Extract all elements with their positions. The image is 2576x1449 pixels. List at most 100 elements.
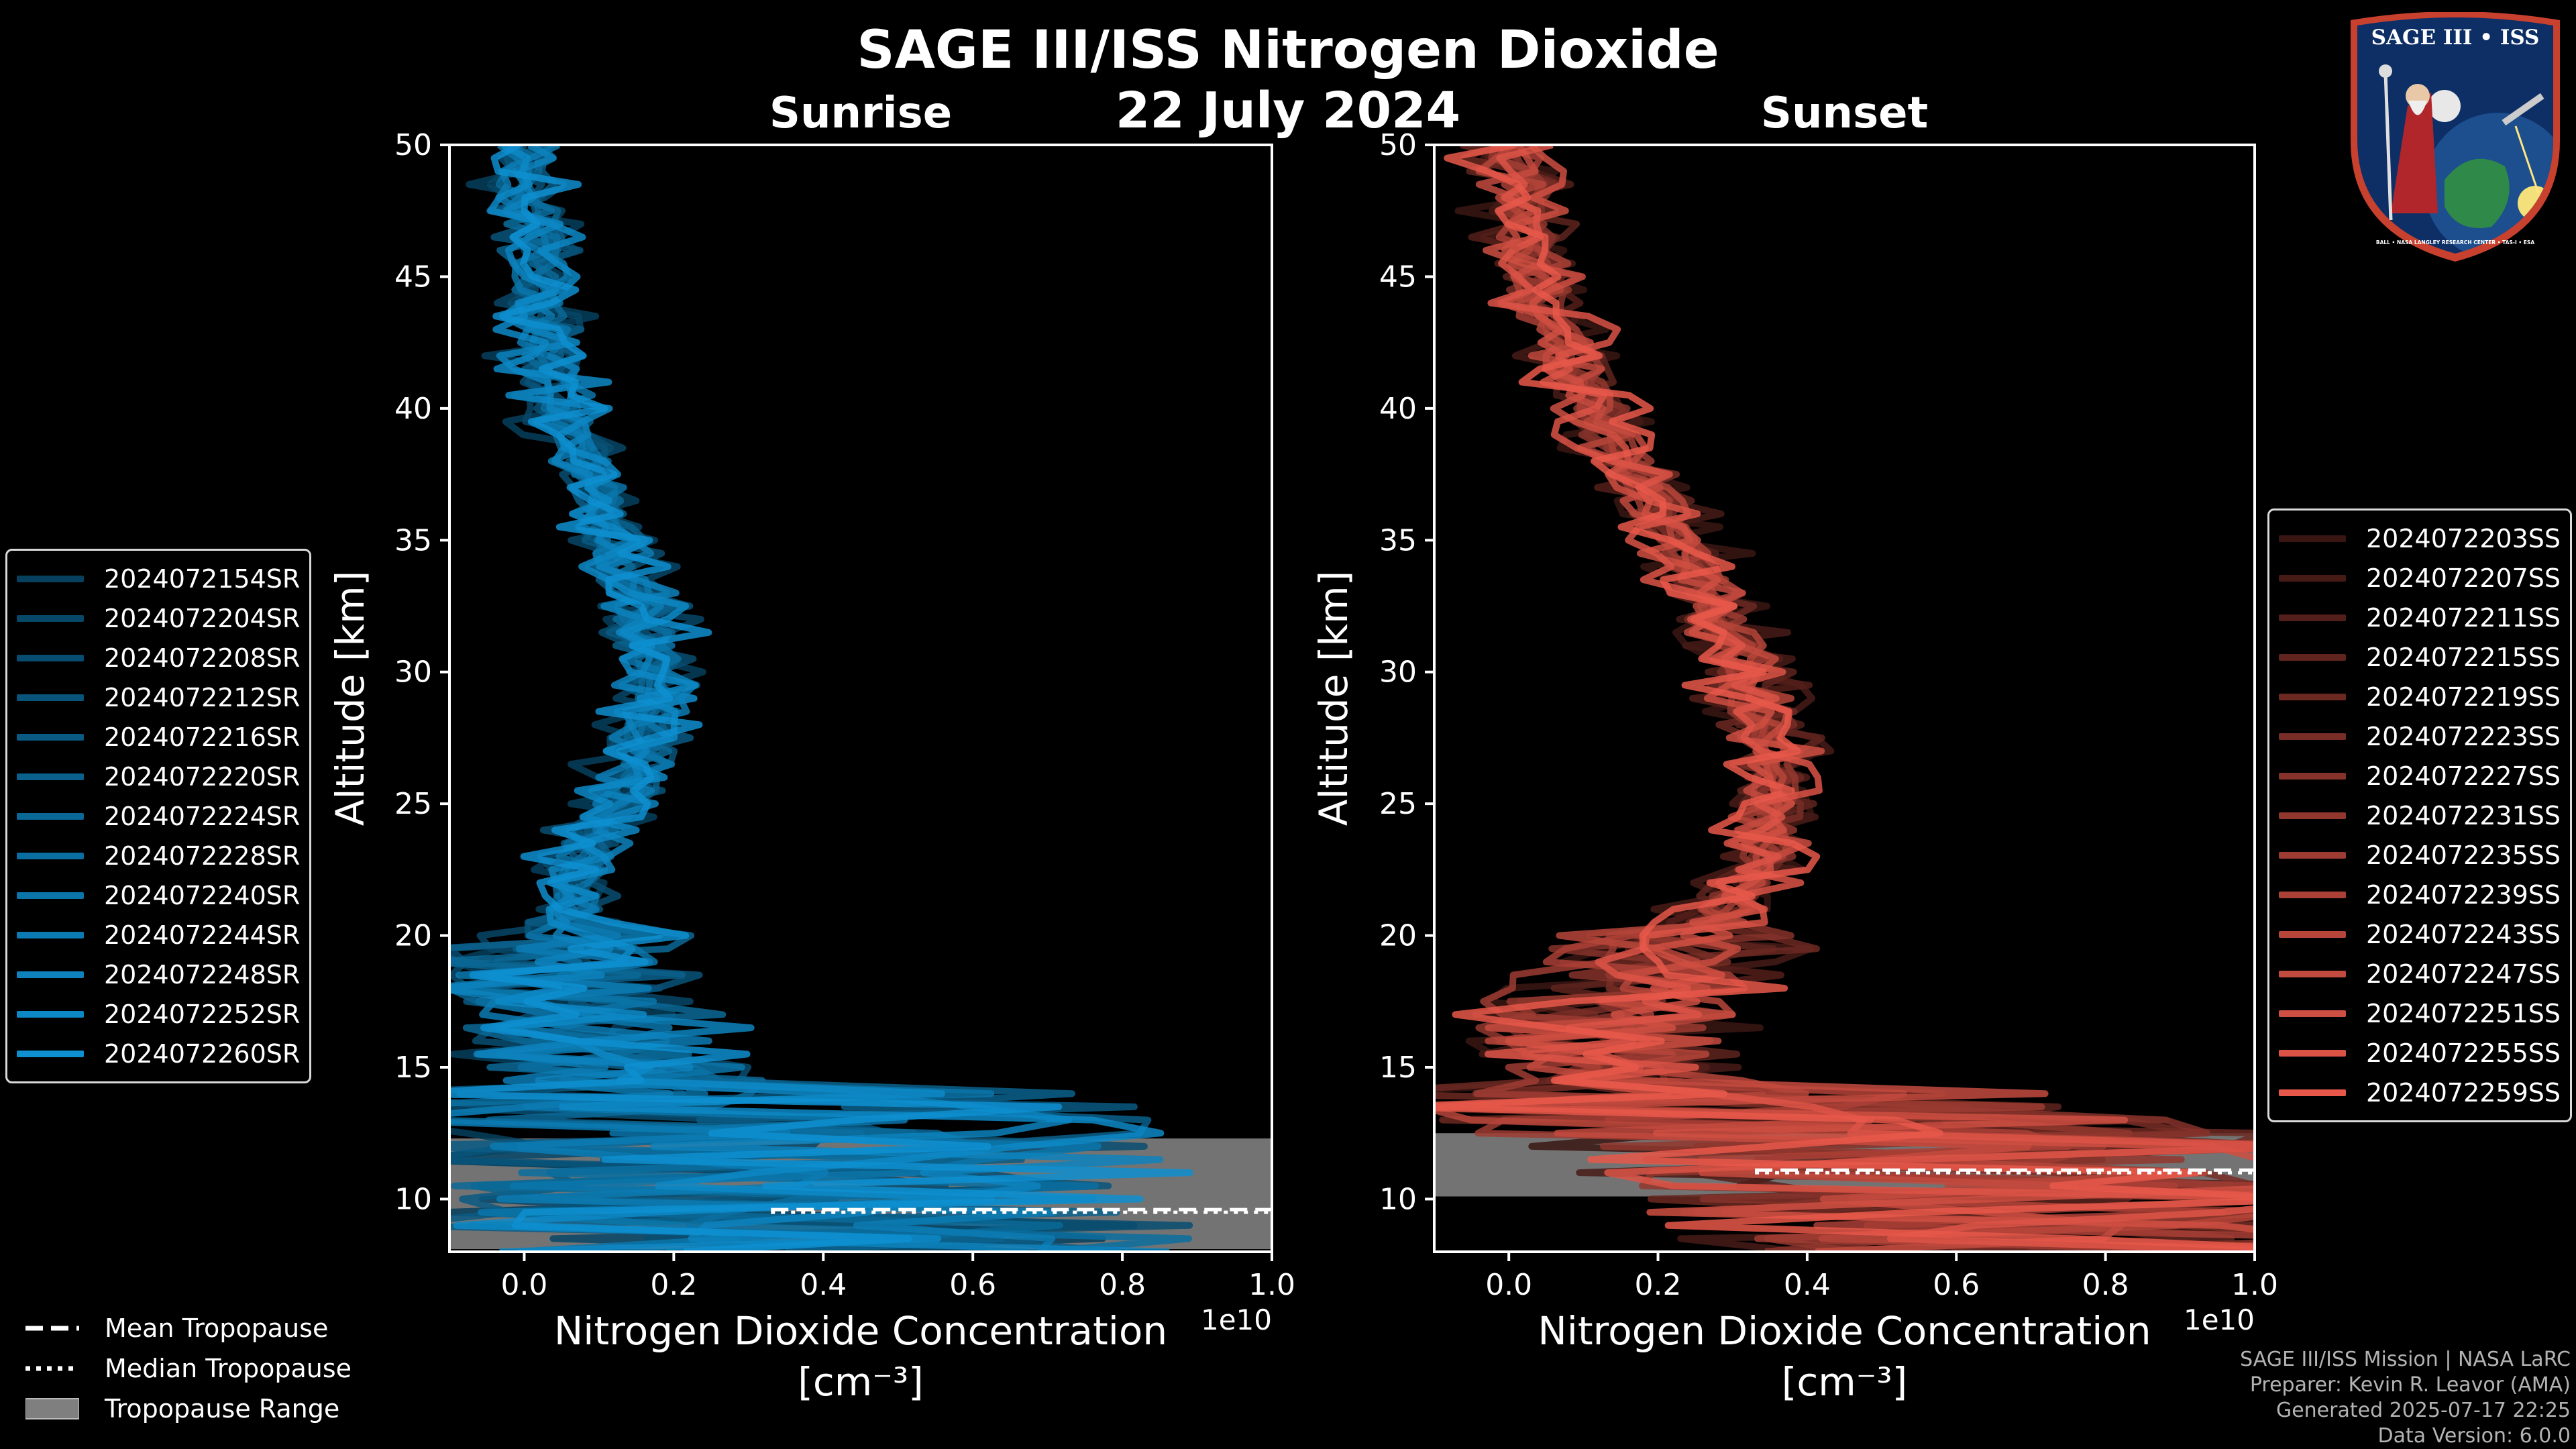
- sunrise-y-tick-label: 45: [394, 260, 432, 294]
- sunset-legend-item: 2024072239SS: [2279, 875, 2561, 914]
- legend-swatch: [17, 892, 84, 899]
- sunrise-profile-2024072248SR: [449, 145, 1170, 1252]
- sunrise-y-tick-label: 50: [394, 128, 432, 162]
- sunrise-legend-item: 2024072220SR: [17, 757, 300, 796]
- range-band-icon: [25, 1398, 79, 1419]
- sunset-x-axis-unit: [cm⁻³]: [1782, 1359, 1908, 1405]
- legend-swatch: [2279, 930, 2346, 938]
- sunrise-y-tick-label: 25: [394, 787, 432, 821]
- sunrise-legend-item: 2024072244SR: [17, 915, 300, 955]
- sunset-panel-title: Sunset: [1760, 89, 1929, 138]
- legend-swatch: [2279, 614, 2346, 621]
- sunset-y-tick-label: 30: [1379, 655, 1417, 690]
- legend-label: 2024072154SR: [104, 564, 301, 594]
- legend-label: 2024072235SS: [2366, 840, 2561, 870]
- sunset-y-tick-label: 40: [1379, 392, 1417, 426]
- legend-label: 2024072207SS: [2366, 563, 2561, 593]
- legend-label: 2024072247SS: [2366, 959, 2561, 989]
- sunrise-y-tick-label: 10: [394, 1182, 432, 1216]
- legend-mean-tropopause-label: Mean Tropopause: [105, 1313, 329, 1343]
- legend-swatch: [2279, 535, 2346, 542]
- sunrise-legend-item: 2024072216SR: [17, 717, 300, 757]
- sunset-legend-item: 2024072247SS: [2279, 954, 2561, 994]
- sunrise-y-tick-label: 20: [394, 919, 432, 953]
- sunset-legend-item: 2024072207SS: [2279, 558, 2561, 598]
- sunset-profile-2024072255SS: [1485, 145, 2255, 1252]
- legend-swatch: [2279, 733, 2346, 740]
- sunset-y-axis-label: Altitude [km]: [1311, 571, 1356, 826]
- sunset-legend-item: 2024072211SS: [2279, 598, 2561, 637]
- legend-swatch: [17, 852, 84, 859]
- sunrise-x-tick-label: 0.6: [949, 1268, 996, 1302]
- legend-tropopause-range: Tropopause Range: [25, 1389, 352, 1429]
- sunset-x-tick-label: 0.4: [1784, 1268, 1831, 1302]
- sunrise-x-tick-label: 0.8: [1099, 1268, 1146, 1302]
- sunset-legend-item: 2024072235SS: [2279, 835, 2561, 875]
- legend-swatch: [2279, 653, 2346, 661]
- legend-label: 2024072219SS: [2366, 682, 2561, 712]
- sunrise-legend-item: 2024072240SR: [17, 875, 300, 915]
- legend-swatch: [17, 931, 84, 938]
- sunrise-legend-item: 2024072204SR: [17, 598, 300, 638]
- legend-median-tropopause: Median Tropopause: [25, 1348, 352, 1389]
- tropopause-legend: Mean Tropopause Median Tropopause Tropop…: [25, 1308, 352, 1429]
- legend-swatch: [17, 575, 84, 582]
- sunrise-y-axis-label: Altitude [km]: [327, 571, 373, 826]
- sunrise-y-tick-label: 15: [394, 1051, 432, 1085]
- sunset-legend-item: 2024072223SS: [2279, 716, 2561, 756]
- sunrise-x-tick-label: 0.0: [500, 1268, 547, 1302]
- sunrise-legend-item: 2024072260SR: [17, 1034, 300, 1073]
- sunset-x-tick-label: 0.0: [1485, 1268, 1532, 1302]
- sunset-legend-item: 2024072243SS: [2279, 914, 2561, 954]
- sunset-legend-item: 2024072215SS: [2279, 637, 2561, 677]
- legend-label: 2024072260SR: [104, 1038, 301, 1069]
- sunrise-panel-title: Sunrise: [769, 89, 953, 138]
- sunrise-y-tick-label: 35: [394, 523, 432, 557]
- legend-label: 2024072215SS: [2366, 642, 2561, 672]
- sunset-plot-area: [1434, 145, 2255, 1252]
- legend-swatch: [2279, 772, 2346, 780]
- sunset-legend: 2024072203SS 2024072207SS 2024072211SS 2024…: [2267, 508, 2573, 1122]
- legend-median-tropopause-label: Median Tropopause: [105, 1354, 352, 1383]
- sage-iii-iss-logo: SAGE III • ISS BALL • NASA LANGLEY RESEA…: [2351, 12, 2560, 262]
- sunrise-x-offset-label: 1e10: [1201, 1303, 1272, 1336]
- sunset-legend-item: 2024072255SS: [2279, 1033, 2561, 1073]
- legend-tropopause-range-label: Tropopause Range: [105, 1394, 340, 1424]
- sunset-profile-2024072251SS: [1437, 145, 2255, 1252]
- legend-swatch: [2279, 851, 2346, 859]
- sunset-y-tick-label: 20: [1379, 919, 1417, 953]
- legend-label: 2024072227SS: [2366, 761, 2561, 791]
- legend-label: 2024072243SS: [2366, 919, 2561, 949]
- sunrise-legend-item: 2024072154SR: [17, 559, 300, 598]
- sunrise-legend-item: 2024072212SR: [17, 678, 300, 717]
- dashed-line-icon: [25, 1326, 79, 1331]
- legend-swatch: [17, 1050, 84, 1057]
- sunset-legend-item: 2024072219SS: [2279, 677, 2561, 716]
- sunset-x-tick-label: 0.2: [1635, 1268, 1682, 1302]
- sunset-y-tick-label: 10: [1379, 1182, 1417, 1216]
- sunrise-x-axis-unit: [cm⁻³]: [798, 1359, 924, 1405]
- legend-label: 2024072224SR: [104, 801, 301, 831]
- legend-swatch: [2279, 1010, 2346, 1017]
- sunrise-y-tick-label: 40: [394, 392, 432, 426]
- legend-label: 2024072248SR: [104, 959, 301, 989]
- sunrise-x-tick-label: 0.2: [650, 1268, 697, 1302]
- sunset-legend-item: 2024072227SS: [2279, 756, 2561, 796]
- legend-label: 2024072212SR: [104, 682, 301, 712]
- legend-swatch: [2279, 970, 2346, 977]
- legend-label: 2024072244SR: [104, 920, 301, 950]
- legend-swatch: [17, 614, 84, 622]
- legend-label: 2024072211SS: [2366, 602, 2561, 633]
- legend-label: 2024072259SS: [2366, 1077, 2561, 1108]
- legend-mean-tropopause: Mean Tropopause: [25, 1308, 352, 1348]
- legend-label: 2024072204SR: [104, 603, 301, 633]
- sunrise-x-tick-label: 0.4: [800, 1268, 847, 1302]
- legend-label: 2024072240SR: [104, 880, 301, 910]
- sunset-y-tick-label: 50: [1379, 128, 1417, 162]
- legend-label: 2024072251SS: [2366, 998, 2561, 1028]
- sunrise-legend-item: 2024072224SR: [17, 796, 300, 836]
- legend-swatch: [2279, 1049, 2346, 1057]
- dotted-line-icon: [25, 1366, 79, 1371]
- credit-generated: Generated 2025-07-17 22:25: [2275, 1399, 2571, 1422]
